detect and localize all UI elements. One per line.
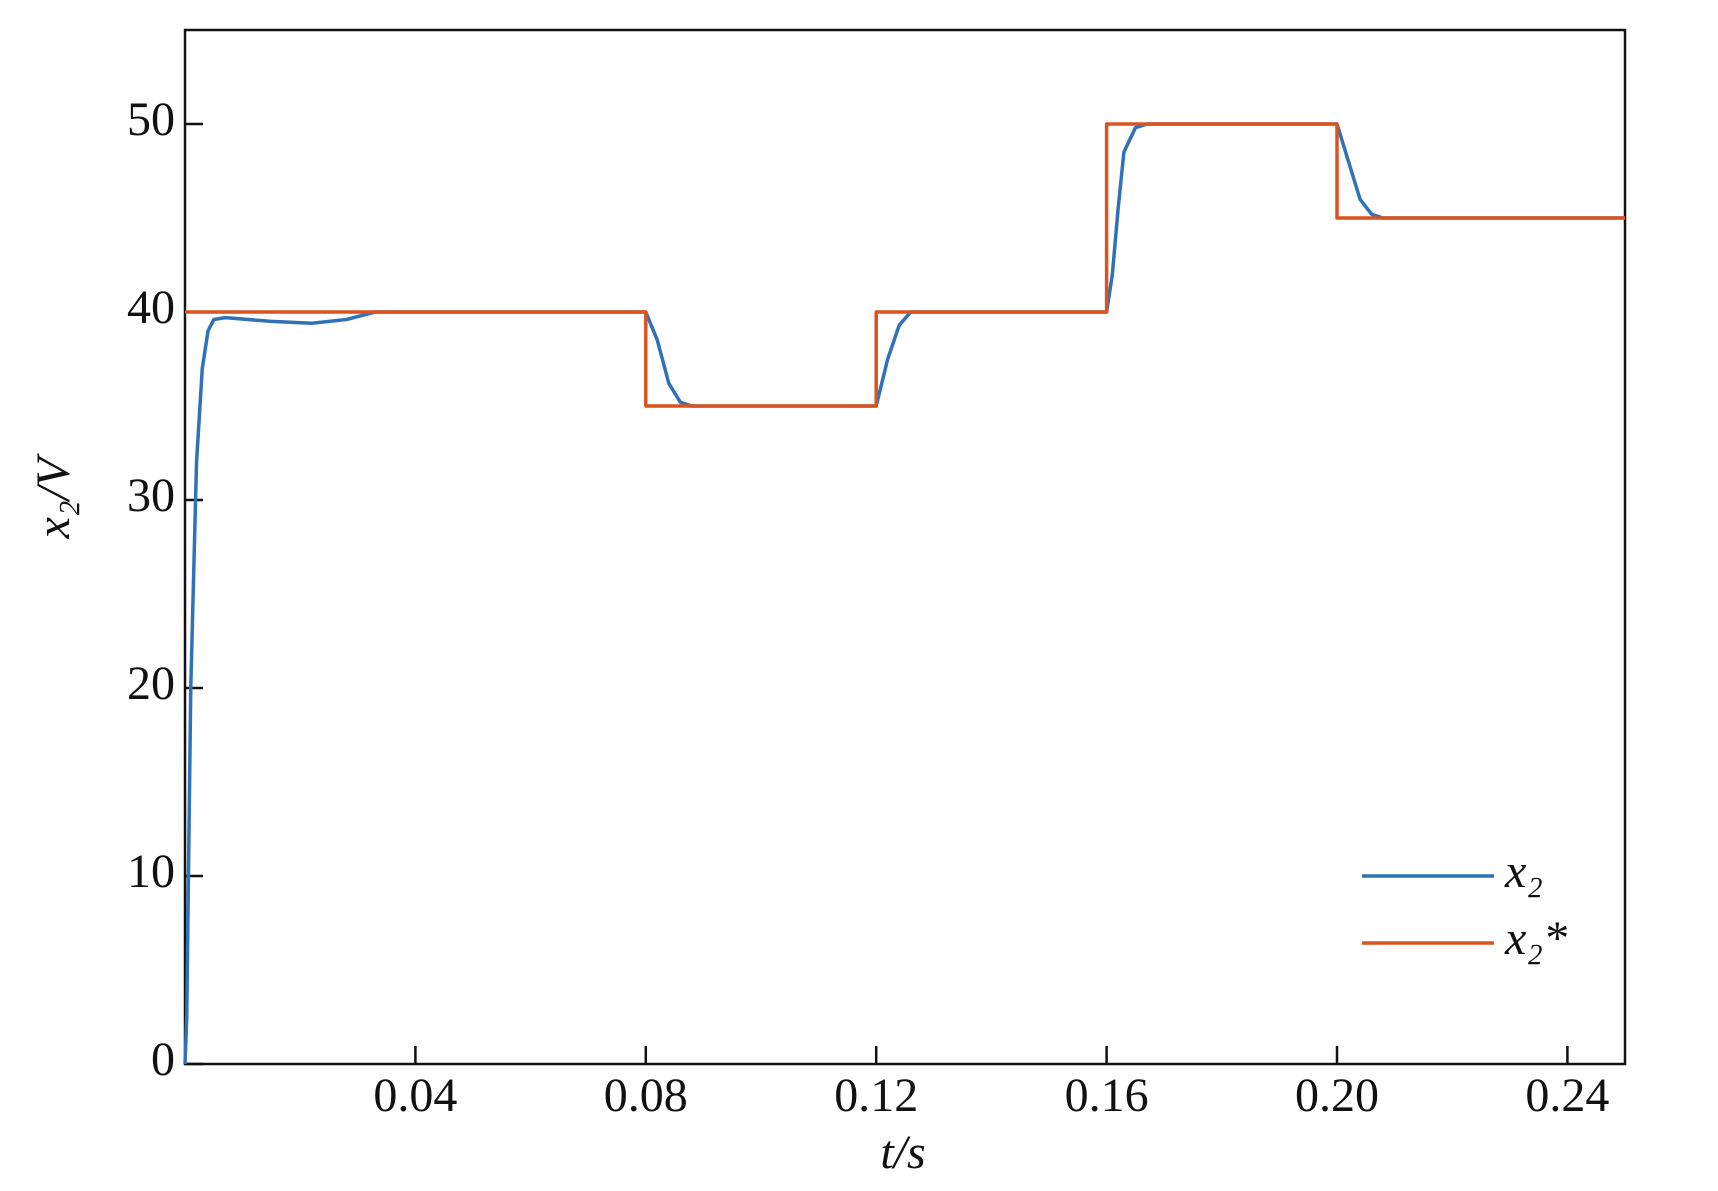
y-axis-label: x₂/V: [27, 453, 80, 539]
legend-label: x₂: [1504, 845, 1543, 898]
series-line: [183, 122, 1625, 1065]
x-axis-label: t/s: [880, 1126, 925, 1179]
x-tick-label: 0.12: [834, 1069, 918, 1122]
y-tick-label: 0: [151, 1033, 175, 1086]
y-tick-label: 30: [127, 469, 175, 522]
legend-label: x₂*: [1504, 912, 1567, 965]
x-tick-label: 0.20: [1295, 1069, 1379, 1122]
plot-frame: [183, 28, 1627, 1066]
x-tick-label: 0.08: [604, 1069, 688, 1122]
x-tick-label: 0.24: [1525, 1069, 1609, 1122]
series-line: [185, 122, 1625, 408]
y-tick-label: 10: [127, 845, 175, 898]
y-tick-label: 20: [127, 657, 175, 710]
y-tick-label: 50: [127, 93, 175, 146]
x-tick-label: 0.04: [373, 1069, 457, 1122]
x-tick-label: 0.16: [1065, 1069, 1149, 1122]
y-tick-label: 40: [127, 281, 175, 334]
